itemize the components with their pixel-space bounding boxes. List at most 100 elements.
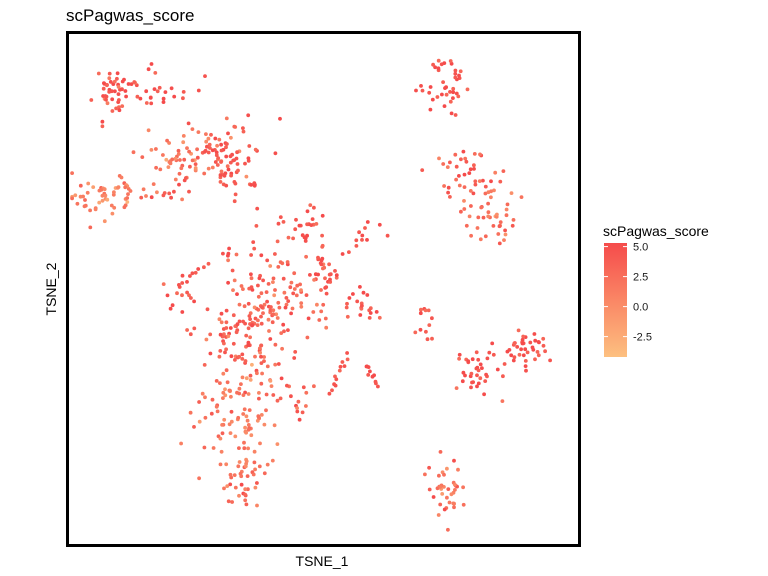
scatter-point-908 — [449, 492, 454, 497]
scatter-point-73 — [155, 190, 159, 195]
scatter-point-765 — [459, 209, 463, 214]
scatter-point-560 — [233, 434, 238, 439]
scatter-point-318 — [281, 276, 286, 281]
scatter-point-235 — [186, 121, 191, 126]
scatter-point-191 — [206, 150, 211, 155]
scatter-point-284 — [385, 233, 390, 238]
scatter-point-774 — [519, 195, 524, 200]
scatter-point-744 — [467, 171, 472, 176]
scatter-point-180 — [195, 147, 200, 152]
scatter-point-920 — [451, 501, 456, 506]
scatter-point-423 — [273, 288, 277, 292]
scatter-point-843 — [509, 353, 514, 358]
scatter-point-511 — [269, 384, 274, 388]
scatter-point-467 — [217, 317, 222, 322]
scatter-point-259 — [281, 220, 286, 224]
scatter-point-137 — [181, 134, 186, 138]
scatter-point-377 — [315, 302, 319, 307]
scatter-point-708 — [449, 111, 454, 116]
scatter-point-272 — [291, 236, 295, 241]
scatter-point-781 — [483, 234, 488, 239]
scatter-point-616 — [243, 487, 248, 492]
scatter-point-943 — [188, 274, 192, 278]
scatter-point-684 — [180, 293, 184, 298]
scatter-point-707 — [453, 68, 458, 73]
scatter-point-991 — [205, 144, 209, 149]
scatter-point-697 — [458, 69, 463, 74]
scatter-point-261 — [308, 203, 313, 208]
scatter-point-792 — [497, 241, 502, 246]
scatter-point-810 — [496, 232, 501, 236]
scatter-point-738 — [442, 184, 446, 188]
scatter-point-145 — [166, 165, 171, 170]
scatter-point-791 — [504, 207, 509, 212]
scatter-point-493 — [264, 408, 268, 413]
scatter-point-48 — [149, 62, 154, 66]
scatter-point-107 — [83, 203, 88, 208]
scatter-point-822 — [516, 328, 521, 333]
scatter-point-445 — [230, 268, 235, 273]
scatter-point-363 — [321, 302, 326, 307]
scatter-point-285 — [365, 238, 369, 242]
scatter-point-177 — [187, 189, 191, 194]
scatter-point-219 — [235, 162, 240, 166]
scatter-point-740 — [441, 162, 446, 166]
scatter-point-733 — [456, 94, 461, 99]
scatter-point-390 — [240, 352, 245, 357]
scatter-point-650 — [355, 299, 360, 304]
scatter-point-851 — [517, 352, 522, 357]
scatter-point-36 — [124, 94, 128, 99]
scatter-point-30 — [109, 89, 114, 94]
scatter-point-226 — [249, 183, 254, 187]
scatter-point-972 — [354, 238, 359, 243]
scatter-point-802 — [478, 237, 483, 242]
scatter-point-966 — [372, 373, 376, 378]
scatter-point-379 — [282, 290, 287, 295]
scatter-point-805 — [510, 223, 515, 228]
scatter-point-937 — [418, 311, 423, 316]
scatter-point-216 — [221, 182, 226, 187]
scatter-point-205 — [233, 192, 238, 197]
scatter-point-342 — [312, 278, 316, 282]
scatter-point-814 — [541, 336, 546, 341]
scatter-point-984 — [177, 182, 181, 187]
scatter-point-455 — [226, 258, 231, 263]
scatter-point-679 — [180, 273, 185, 278]
scatter-point-420 — [235, 322, 240, 327]
scatter-point-959 — [345, 351, 349, 355]
scatter-point-305 — [273, 362, 278, 367]
scatter-point-85 — [125, 200, 130, 204]
scatter-point-214 — [222, 173, 227, 178]
scatter-point-10 — [116, 92, 121, 96]
scatter-point-754 — [462, 172, 467, 177]
scatter-point-343 — [275, 239, 280, 244]
scatter-point-412 — [248, 335, 253, 340]
scatter-point-355 — [271, 276, 276, 281]
scatter-point-975 — [365, 220, 370, 224]
scatter-point-690 — [221, 251, 225, 256]
scatter-point-164 — [179, 166, 184, 171]
scatter-point-636 — [328, 277, 332, 282]
scatter-point-169 — [215, 143, 220, 148]
scatter-point-433 — [226, 334, 231, 339]
scatter-point-877 — [502, 362, 507, 366]
scatter-point-838 — [536, 353, 541, 358]
scatter-point-808 — [469, 204, 473, 208]
scatter-point-468 — [253, 354, 257, 359]
scatter-point-448 — [244, 333, 249, 338]
scatter-point-88 — [88, 225, 93, 230]
colorbar — [604, 243, 627, 357]
scatter-point-897 — [453, 488, 457, 492]
scatter-point-334 — [262, 355, 266, 359]
scatter-point-351 — [319, 309, 324, 314]
scatter-point-150 — [176, 152, 181, 156]
scatter-point-387 — [293, 350, 298, 354]
scatter-point-339 — [268, 337, 273, 341]
scatter-point-300 — [232, 278, 237, 283]
scatter-point-323 — [299, 301, 304, 305]
scatter-point-766 — [445, 165, 450, 170]
scatter-point-28 — [112, 79, 117, 84]
scatter-point-795 — [477, 179, 482, 184]
scatter-point-598 — [252, 449, 257, 454]
scatter-point-856 — [460, 379, 465, 384]
